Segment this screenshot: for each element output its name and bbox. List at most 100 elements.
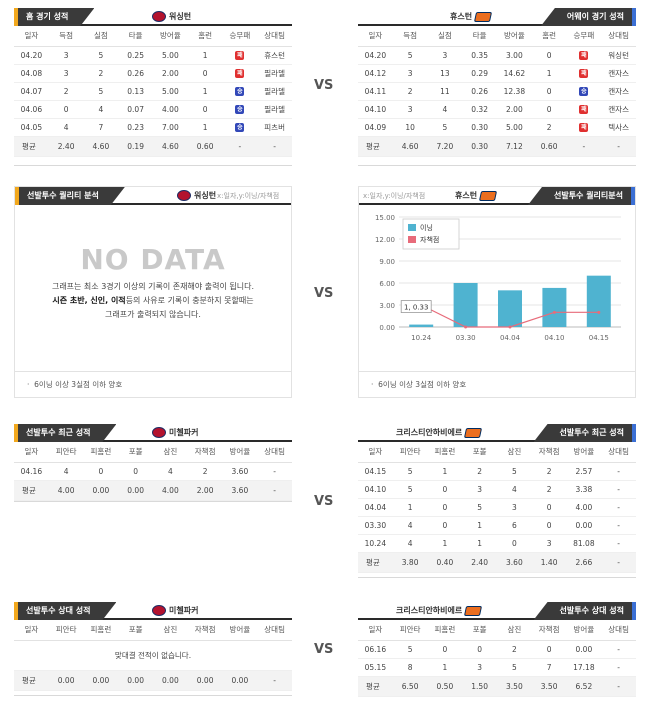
axis-note: x:일자,y:이닝/자책점	[363, 192, 426, 200]
table-row: 04.09 10 5 0.30 5.00 2 패 텍사스	[358, 118, 636, 137]
table-cell: 17.18	[566, 658, 602, 677]
table-cell: 1	[187, 118, 223, 137]
column-header: 자책점	[187, 620, 223, 641]
table-cell: 8	[392, 658, 428, 677]
team-label[interactable]: 워싱턴	[177, 190, 216, 201]
table-cell: 04.11	[358, 82, 393, 101]
table-header-row: 일자 피안타 피홈런 포볼 삼진 자책점 방어율 상대팀	[14, 442, 292, 463]
average-cell: 3.60	[222, 480, 258, 501]
team-label[interactable]: 워싱턴	[152, 11, 191, 22]
column-header: 실점	[83, 26, 119, 47]
table-cell: 0	[531, 46, 567, 65]
team-label[interactable]: 미첼파커	[152, 427, 198, 438]
average-cell: 4.60	[83, 136, 119, 157]
column-header: 삼진	[497, 442, 532, 463]
column-header: 타율	[118, 26, 153, 47]
table-body: 04.20 3 5 0.25 5.00 1 패 휴스턴 04.08 3 2 0.26 2.00 0 패 필라델…	[14, 46, 292, 157]
table-cell: 텍사스	[601, 118, 636, 137]
astros-logo-icon	[479, 190, 498, 201]
innings-bar	[453, 283, 478, 327]
team-label[interactable]: 휴스턴	[455, 190, 498, 201]
average-cell: 0.40	[427, 552, 463, 573]
table-cell: 필라델	[257, 100, 292, 119]
table-cell: 0.26	[118, 64, 153, 83]
table-cell: 0.32	[462, 100, 497, 119]
panel-header: 어웨이 경기 성적 휴스턴	[358, 8, 636, 26]
table-row: 04.04 1 0 5 3 0 4.00-	[358, 498, 636, 517]
innings-bar	[586, 275, 611, 327]
average-label: 평균	[14, 136, 49, 157]
x-tick-label: 04.04	[500, 334, 521, 342]
pitcher-name: 미첼파커	[169, 606, 199, 615]
table-cell: 0.07	[118, 100, 153, 119]
column-header: 승무패	[222, 26, 258, 47]
table-cell: -	[257, 462, 292, 481]
table-cell: 2.57	[566, 462, 602, 481]
table-cell: 04.06	[14, 100, 49, 119]
panel-tag: 선발투수 퀄리티 분석	[15, 187, 125, 205]
table-cell: 3	[497, 498, 532, 517]
table-cell: 0	[118, 462, 153, 481]
table-cell: 04.15	[358, 462, 393, 481]
panel-header: 선발투수 퀄리티 분석 워싱턴 x:일자,y:이닝/자책점	[15, 187, 291, 205]
pitcher-name: 미첼파커	[169, 428, 199, 437]
average-cell: 7.20	[427, 136, 463, 157]
home-record-panel: 홈 경기 성적 워싱턴 일자 득점 실점 타율 방어율 홈런 승무패 상대팀 04.20 3 5 0…	[14, 8, 292, 166]
earned-runs-point	[464, 325, 468, 329]
nationals-logo-icon	[177, 190, 191, 201]
column-header: 포볼	[118, 620, 153, 641]
average-cell: -	[222, 136, 258, 157]
average-cell: 4.60	[392, 136, 428, 157]
table-body: 04.20 5 3 0.35 3.00 0 패 워싱턴 04.12 3 13 0.29 14.62 1 패 캔…	[358, 46, 636, 157]
table-cell: 패	[222, 46, 258, 65]
x-tick-label: 10.24	[411, 334, 432, 342]
average-label: 평균	[14, 480, 49, 501]
table-cell: 0	[531, 498, 567, 517]
table-cell: -	[601, 658, 636, 677]
table-cell: -	[601, 534, 636, 553]
average-cell: 0.00	[83, 670, 119, 691]
table-cell: 5	[462, 498, 497, 517]
table-cell: -	[601, 516, 636, 535]
table-cell: 3	[531, 534, 567, 553]
table-row: 04.16 4 0 0 4 2 3.60-	[14, 462, 292, 481]
column-header: 방어율	[566, 442, 602, 463]
team-label[interactable]: 미첼파커	[152, 605, 198, 616]
y-tick-label: 0.00	[379, 324, 395, 332]
table-row: 04.10 5 0 3 4 2 3.38-	[358, 480, 636, 499]
pitcher-vs-left-panel: 선발투수 상대 성적 미첼파커 일자 피안타 피홈런 포볼 삼진 자책점 방어율 상대팀 맞대…	[14, 602, 292, 696]
table-cell: 0	[531, 640, 567, 659]
column-header: 피안타	[48, 442, 84, 463]
table-cell: 12.38	[497, 82, 532, 101]
empty-row: 맞대결 전적이 없습니다.	[14, 640, 292, 671]
table-cell: 0.00	[566, 516, 602, 535]
average-cell: 3.80	[392, 552, 428, 573]
column-header: 포볼	[462, 442, 497, 463]
column-header: 삼진	[497, 620, 532, 641]
team-label[interactable]: 크리스티안하비에르	[396, 605, 483, 616]
earned-runs-point	[552, 310, 556, 314]
column-header: 피안타	[48, 620, 84, 641]
x-tick-label: 03.30	[456, 334, 476, 342]
table-header-row: 일자 피안타 피홈런 포볼 삼진 자책점 방어율 상대팀	[358, 620, 636, 641]
team-label[interactable]: 휴스턴	[450, 11, 493, 22]
table-cell: 0	[462, 640, 497, 659]
average-row: 평균 6.50 0.50 1.50 3.50 3.50 6.52-	[358, 676, 636, 697]
team-label[interactable]: 크리스티안하비에르	[396, 427, 483, 438]
column-header: 포볼	[118, 442, 153, 463]
pitcher-name: 크리스티안하비에르	[396, 606, 463, 615]
table-cell: 3.00	[497, 46, 532, 65]
table-row: 04.12 3 13 0.29 14.62 1 패 캔자스	[358, 64, 636, 83]
average-cell: 0.00	[118, 480, 153, 501]
column-header: 방어율	[566, 620, 602, 641]
table-cell: 필라델	[257, 64, 292, 83]
record-table: 일자 득점 실점 타율 방어율 홈런 승무패 상대팀 04.20 3 5 0.25 5.00 1 패 휴스턴…	[14, 26, 292, 157]
table-cell: 7	[531, 658, 567, 677]
table-row: 04.06 0 4 0.07 4.00 0 승 필라델	[14, 100, 292, 119]
column-header: 피안타	[392, 620, 428, 641]
table-cell: 0	[427, 480, 463, 499]
nationals-logo-icon	[152, 11, 166, 22]
column-header: 방어율	[153, 26, 188, 47]
loss-badge: 패	[579, 123, 589, 132]
axis-note: x:일자,y:이닝/자책점	[217, 192, 280, 200]
